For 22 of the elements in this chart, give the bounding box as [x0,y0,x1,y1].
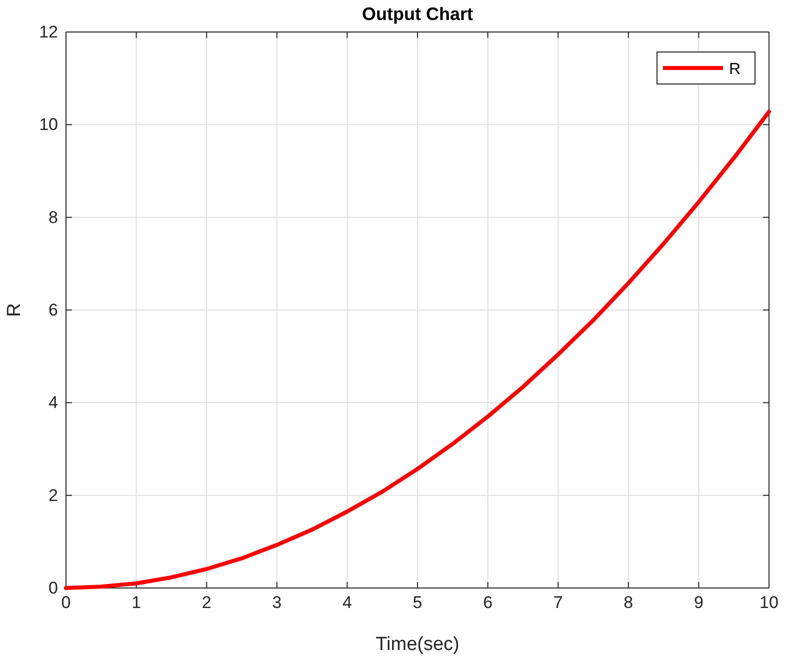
y-tick-label: 12 [39,22,58,42]
x-tick-label: 10 [760,593,778,612]
y-tick-label: 0 [48,578,58,598]
x-tick-label: 9 [694,593,704,612]
y-tick-label: 10 [39,115,58,134]
chart-title: Output Chart [362,4,473,24]
x-tick-label: 2 [202,593,212,612]
y-tick-label: 4 [48,393,58,412]
legend-label: R [729,61,741,78]
y-tick-label: 8 [48,208,58,227]
x-tick-label: 4 [342,593,352,612]
x-tick-label: 1 [132,593,142,612]
x-tick-label: 6 [483,593,493,612]
x-tick-label: 3 [272,593,282,612]
x-axis-title: Time(sec) [376,634,460,655]
x-tick-label: 5 [412,593,422,612]
x-tick-label: 8 [624,593,634,612]
y-tick-label: 2 [48,486,58,505]
x-tick-label: 7 [553,593,563,612]
x-tick-label: 0 [61,593,71,612]
y-tick-label: 6 [48,300,58,320]
y-axis-title: R [4,303,25,317]
